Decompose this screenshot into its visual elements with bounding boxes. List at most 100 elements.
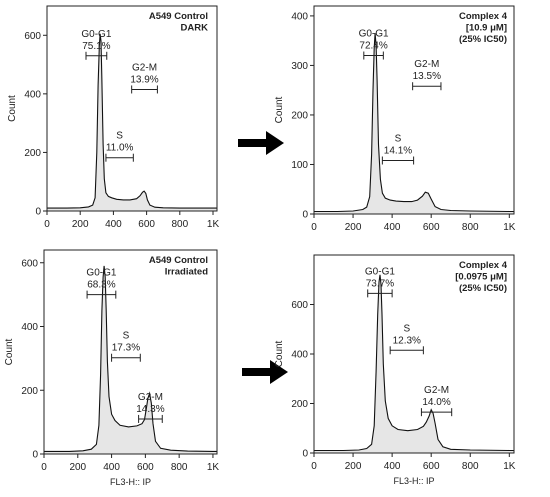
- gate-s: S17.3%: [111, 331, 141, 362]
- y-tick-label: 0: [32, 450, 38, 461]
- gate-label: S: [116, 131, 123, 142]
- histogram-line: [314, 274, 514, 452]
- histogram-fill: [47, 33, 217, 211]
- gate-label: G0-G1: [359, 29, 389, 40]
- gate-percent: 14.0%: [422, 397, 450, 408]
- y-axis-label: Count: [4, 338, 15, 365]
- panel-title-line: [0.0975 μM]: [455, 272, 507, 283]
- arrow-bottom: [242, 360, 288, 384]
- x-tick-label: 1K: [503, 222, 516, 233]
- gate-percent: 75.1%: [82, 41, 110, 52]
- panel-title-line: A549 Control: [149, 255, 208, 266]
- x-tick-label: 1K: [503, 461, 516, 472]
- gate-percent: 12.3%: [393, 335, 421, 346]
- y-tick-label: 0: [302, 210, 308, 221]
- x-tick-label: 0: [311, 222, 317, 233]
- gate-s: S14.1%: [381, 134, 415, 165]
- x-tick-label: 800: [462, 461, 479, 472]
- x-tick-label: 800: [171, 462, 188, 473]
- x-tick-label: 800: [171, 219, 188, 230]
- x-tick-label: 600: [137, 462, 154, 473]
- y-tick-label: 600: [291, 300, 308, 311]
- y-axis-label: Count: [7, 95, 18, 122]
- histogram-line: [47, 33, 217, 209]
- gate-percent: 17.3%: [112, 343, 140, 354]
- gate-g2-m: G2-M14.0%: [420, 385, 453, 417]
- plot-frame: [313, 5, 515, 215]
- gate-label: S: [395, 134, 402, 145]
- x-tick-label: 200: [345, 222, 362, 233]
- y-tick-label: 600: [24, 31, 41, 42]
- y-tick-label: 400: [291, 350, 308, 361]
- x-tick-label: 600: [423, 461, 440, 472]
- gate-s: S12.3%: [389, 323, 424, 355]
- x-tick-label: 400: [384, 222, 401, 233]
- gate-label: G0-G1: [81, 29, 111, 40]
- panel-title-line: A549 Control: [149, 11, 208, 22]
- gate-label: S: [123, 331, 130, 342]
- gate-label: S: [403, 323, 410, 334]
- plot-frame: [46, 5, 218, 212]
- y-tick-label: 600: [21, 258, 38, 269]
- y-tick-label: 100: [291, 160, 308, 171]
- x-axis-label: FL3-H:: IP: [110, 477, 151, 487]
- gate-percent: 11.0%: [106, 143, 134, 154]
- histogram-fill: [44, 265, 217, 454]
- panel-title-line: Complex 4: [459, 260, 508, 271]
- gate-g2-m: G2-M13.5%: [412, 59, 442, 91]
- gate-percent: 73.7%: [366, 278, 394, 289]
- y-tick-label: 400: [24, 89, 41, 100]
- gate-label: G0-G1: [365, 266, 395, 277]
- histogram-line: [44, 265, 217, 452]
- y-tick-label: 400: [21, 322, 38, 333]
- histogram-panel-2: 0 200 400 600 800 1K 0 100 200 300 400 Count Complex…: [274, 5, 516, 233]
- gate-g2-m: G2-M14.3%: [136, 392, 165, 423]
- panel-title-line: Irradiated: [165, 267, 208, 278]
- x-tick-label: 600: [138, 219, 155, 230]
- panel-title-line: [10.9 μM]: [466, 23, 507, 34]
- histogram-fill: [314, 274, 514, 453]
- gate-s: S11.0%: [105, 131, 134, 162]
- y-tick-label: 300: [291, 61, 308, 72]
- panel-title-line: DARK: [181, 23, 209, 34]
- y-tick-label: 200: [21, 386, 38, 397]
- x-tick-label: 600: [423, 222, 440, 233]
- gate-percent: 13.9%: [130, 74, 158, 85]
- x-tick-label: 400: [384, 461, 401, 472]
- x-tick-label: 1K: [207, 219, 220, 230]
- gate-label: G2-M: [414, 59, 439, 70]
- gate-percent: 68.3%: [87, 280, 115, 291]
- y-tick-label: 0: [35, 207, 41, 218]
- gate-percent: 14.3%: [136, 404, 164, 415]
- x-tick-label: 0: [311, 461, 317, 472]
- panel-title-line: Complex 4: [459, 11, 508, 22]
- x-tick-label: 1K: [207, 462, 220, 473]
- gate-percent: 72.4%: [359, 41, 387, 52]
- y-axis-label: Count: [274, 340, 285, 367]
- y-tick-label: 200: [24, 148, 41, 159]
- y-axis-label: Count: [274, 96, 285, 123]
- x-tick-label: 800: [462, 222, 479, 233]
- y-tick-label: 0: [302, 449, 308, 460]
- x-tick-label: 200: [345, 461, 362, 472]
- x-tick-label: 0: [41, 462, 47, 473]
- y-tick-label: 200: [291, 110, 308, 121]
- x-tick-label: 400: [105, 219, 122, 230]
- y-tick-label: 400: [291, 11, 308, 22]
- histogram-line: [314, 33, 514, 213]
- gate-label: G2-M: [132, 62, 157, 73]
- plot-frame: [43, 249, 218, 455]
- x-tick-label: 0: [44, 219, 50, 230]
- histogram-panel-1: 0 200 400 600 800 1K 0 200 400 600 Count A549 Contr…: [7, 5, 220, 230]
- x-tick-label: 400: [103, 462, 120, 473]
- x-tick-label: 200: [72, 219, 89, 230]
- y-tick-label: 200: [291, 399, 308, 410]
- arrow-top: [238, 131, 284, 155]
